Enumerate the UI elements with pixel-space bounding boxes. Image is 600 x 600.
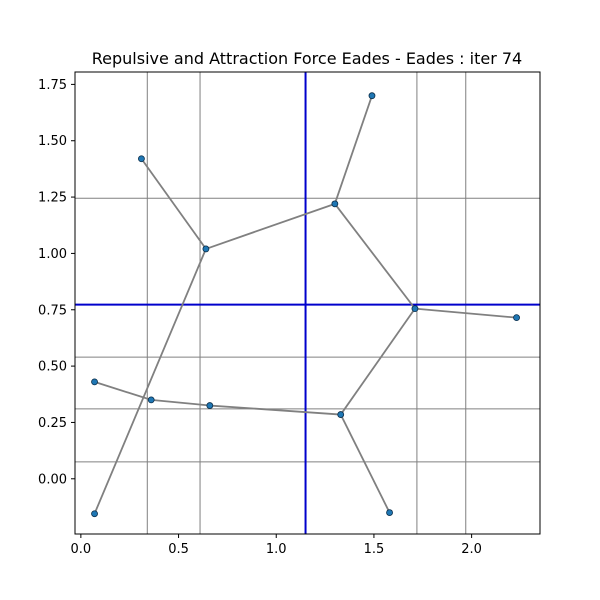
graph-edge-10 [93,248,207,515]
y-tick-label-1: 0.25 [38,416,67,431]
chart-title: Repulsive and Attraction Force Eades - E… [92,49,522,68]
graph-node-3 [368,92,376,100]
x-tick-label-4: 2.0 [461,542,482,557]
grid-layer [75,72,540,534]
graph-edge-6 [94,381,152,401]
edge-layer [93,95,517,515]
graph-node-5 [513,314,520,322]
y-axis-ticks: 0.00 0.25 0.50 0.75 1.00 1.25 1.50 1.75 [38,78,75,487]
graph-edge-7 [151,399,210,407]
x-tick-label-3: 1.5 [364,542,385,557]
node-layer [91,92,520,518]
highlight-lines [75,72,540,534]
plot-frame [74,71,541,535]
y-tick-label-2: 0.50 [38,360,67,375]
y-tick-label-0: 0.00 [38,472,67,487]
y-tick-label-3: 0.75 [38,303,67,318]
graph-edge-9 [339,414,391,513]
y-tick-label-6: 1.50 [38,134,67,149]
graph-node-10 [91,510,98,518]
graph-node-1 [202,245,210,253]
x-tick-label-0: 0.0 [71,542,92,557]
graph-node-9 [337,411,345,418]
graph-edge-1 [205,202,336,250]
x-tick-label-2: 1.0 [266,542,287,557]
graph-edge-3 [334,203,416,310]
graph-edge-2 [334,95,373,205]
graph-node-6 [91,378,98,386]
x-tick-label-1: 0.5 [168,542,189,557]
graph-node-7 [147,396,155,404]
graph-node-8 [206,402,214,409]
graph-edge-8 [209,404,341,416]
graph-node-11 [386,509,393,516]
graph-edge-0 [140,158,207,250]
y-tick-label-5: 1.25 [38,191,67,206]
graph-edge-5 [339,308,416,416]
x-axis-ticks: 0.0 0.5 1.0 1.5 2.0 [71,534,482,557]
graph-node-0 [138,155,145,163]
y-tick-label-7: 1.75 [38,78,67,93]
graph-edge-4 [414,307,517,319]
graph-node-2 [331,200,339,208]
graph-node-4 [411,305,419,313]
y-tick-label-4: 1.00 [38,247,67,262]
